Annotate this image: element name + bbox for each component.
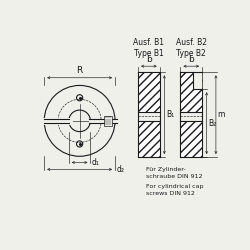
Text: For cylindrical cap
screws DIN 912: For cylindrical cap screws DIN 912 <box>146 184 203 196</box>
Text: d₂: d₂ <box>116 165 124 174</box>
Text: B₁: B₁ <box>166 110 174 119</box>
Bar <box>180 121 202 157</box>
Text: b: b <box>146 55 152 64</box>
Text: d₁: d₁ <box>92 158 100 167</box>
Bar <box>138 72 160 112</box>
Text: m: m <box>218 110 225 119</box>
Bar <box>104 116 112 126</box>
Text: R: R <box>76 66 83 76</box>
Text: Für Zylinder-
schraube DIN 912: Für Zylinder- schraube DIN 912 <box>146 167 202 179</box>
Bar <box>193 72 202 89</box>
Text: Ausf. B1
Type B1: Ausf. B1 Type B1 <box>134 38 164 58</box>
Text: Ausf. B2
Type B2: Ausf. B2 Type B2 <box>176 38 207 58</box>
Text: b: b <box>188 55 194 64</box>
Bar <box>180 72 202 112</box>
Text: B₂: B₂ <box>208 119 216 128</box>
Bar <box>138 121 160 157</box>
